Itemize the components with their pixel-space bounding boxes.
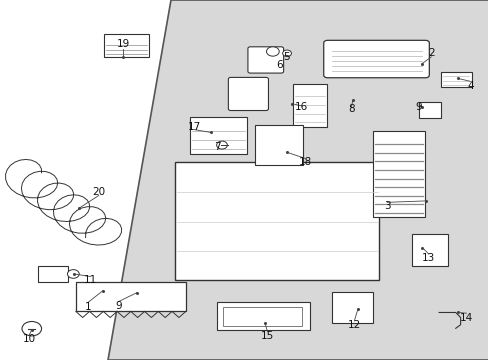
Text: 9: 9: [415, 102, 422, 112]
FancyBboxPatch shape: [255, 125, 303, 165]
FancyBboxPatch shape: [293, 84, 326, 127]
Text: 16: 16: [294, 102, 308, 112]
FancyBboxPatch shape: [189, 117, 247, 154]
Circle shape: [22, 321, 41, 336]
Text: 5: 5: [282, 52, 289, 62]
Text: 20: 20: [92, 187, 105, 197]
FancyBboxPatch shape: [247, 47, 283, 73]
Circle shape: [67, 270, 79, 278]
Text: 12: 12: [347, 320, 361, 330]
Circle shape: [216, 141, 227, 149]
Text: 10: 10: [23, 334, 36, 344]
Text: 15: 15: [260, 331, 274, 341]
FancyBboxPatch shape: [216, 302, 309, 330]
FancyBboxPatch shape: [103, 34, 149, 57]
Text: 19: 19: [116, 39, 130, 49]
FancyBboxPatch shape: [440, 72, 471, 87]
FancyBboxPatch shape: [372, 131, 425, 217]
FancyBboxPatch shape: [323, 40, 428, 78]
Text: 9: 9: [115, 301, 122, 311]
Text: 3: 3: [383, 201, 390, 211]
Text: 13: 13: [421, 253, 435, 263]
Text: 11: 11: [83, 275, 97, 285]
FancyBboxPatch shape: [76, 282, 185, 311]
Text: 4: 4: [466, 81, 473, 91]
FancyBboxPatch shape: [411, 234, 447, 266]
FancyBboxPatch shape: [175, 162, 379, 280]
Text: 6: 6: [276, 60, 283, 70]
FancyBboxPatch shape: [38, 266, 68, 282]
Text: 8: 8: [347, 104, 354, 114]
Text: 7: 7: [214, 142, 221, 152]
Text: 17: 17: [187, 122, 201, 132]
Circle shape: [282, 50, 291, 57]
FancyBboxPatch shape: [228, 77, 268, 111]
Polygon shape: [107, 0, 488, 360]
Text: 18: 18: [298, 157, 311, 167]
FancyBboxPatch shape: [418, 102, 440, 118]
Text: 1: 1: [84, 302, 91, 312]
Text: 14: 14: [459, 312, 472, 323]
Text: 2: 2: [427, 48, 434, 58]
FancyBboxPatch shape: [331, 292, 372, 323]
Circle shape: [266, 47, 279, 56]
